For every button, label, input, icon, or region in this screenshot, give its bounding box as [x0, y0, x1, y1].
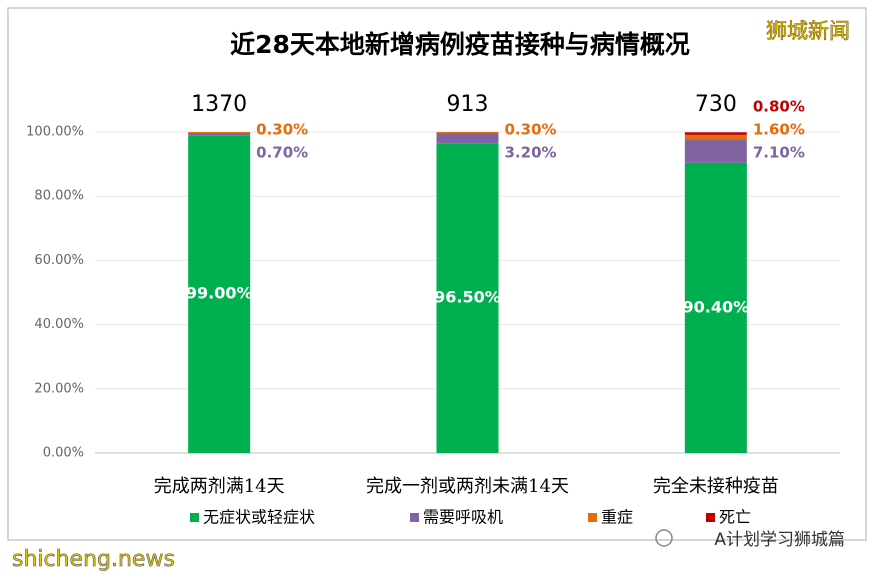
- data-label: 90.40%: [683, 297, 750, 316]
- x-tick-label: 完全未接种疫苗: [653, 476, 779, 497]
- bar-segment: [684, 132, 747, 135]
- x-tick-label: 完成两剂满14天: [154, 476, 285, 497]
- legend-swatch: [706, 513, 715, 522]
- bar-segment: [684, 140, 747, 163]
- y-tick-label: 80.00%: [34, 189, 84, 204]
- watermark: 狮城新闻: [766, 19, 850, 43]
- data-label: 3.20%: [505, 144, 557, 162]
- y-tick-label: 20.00%: [34, 381, 84, 396]
- bar-segment: [436, 132, 499, 133]
- data-label: 7.10%: [753, 144, 805, 162]
- legend-swatch: [588, 513, 597, 522]
- legend-label: 重症: [601, 508, 633, 527]
- chart-title: 近28天本地新增病例疫苗接种与病情概况: [230, 30, 690, 59]
- x-tick-label: 完成一剂或两剂未满14天: [366, 476, 569, 497]
- bar-total: 1370: [191, 92, 247, 117]
- bar-segment: [188, 132, 251, 136]
- y-tick-label: 100.00%: [26, 125, 84, 140]
- watermark: A计划学习狮城篇: [714, 530, 845, 550]
- watermark: shicheng.news: [12, 547, 175, 572]
- bar-total: 730: [695, 92, 737, 117]
- bar-segment: [436, 132, 499, 144]
- bar-segment: [436, 143, 499, 454]
- bar-segment: [684, 162, 747, 454]
- legend-label: 死亡: [719, 508, 751, 527]
- bar-segment: [684, 134, 747, 141]
- bar-segment: [188, 135, 251, 453]
- y-tick-label: 60.00%: [34, 253, 84, 268]
- data-label: 0.30%: [505, 121, 557, 139]
- data-label: 1.60%: [753, 121, 805, 139]
- y-tick-label: 0.00%: [43, 446, 84, 461]
- wechat-icon: [655, 529, 673, 547]
- legend-swatch: [410, 513, 419, 522]
- legend-label: 需要呼吸机: [423, 508, 503, 527]
- bar-segment: [188, 132, 251, 133]
- bar-total: 913: [447, 92, 489, 117]
- y-tick-label: 40.00%: [34, 317, 84, 332]
- data-label: 0.30%: [256, 121, 308, 139]
- data-label: 0.70%: [256, 144, 308, 162]
- data-label: 99.00%: [186, 284, 253, 303]
- legend-label: 无症状或轻症状: [203, 508, 315, 527]
- legend-swatch: [190, 513, 199, 522]
- data-label: 96.50%: [434, 288, 501, 307]
- data-label: 0.80%: [753, 98, 805, 116]
